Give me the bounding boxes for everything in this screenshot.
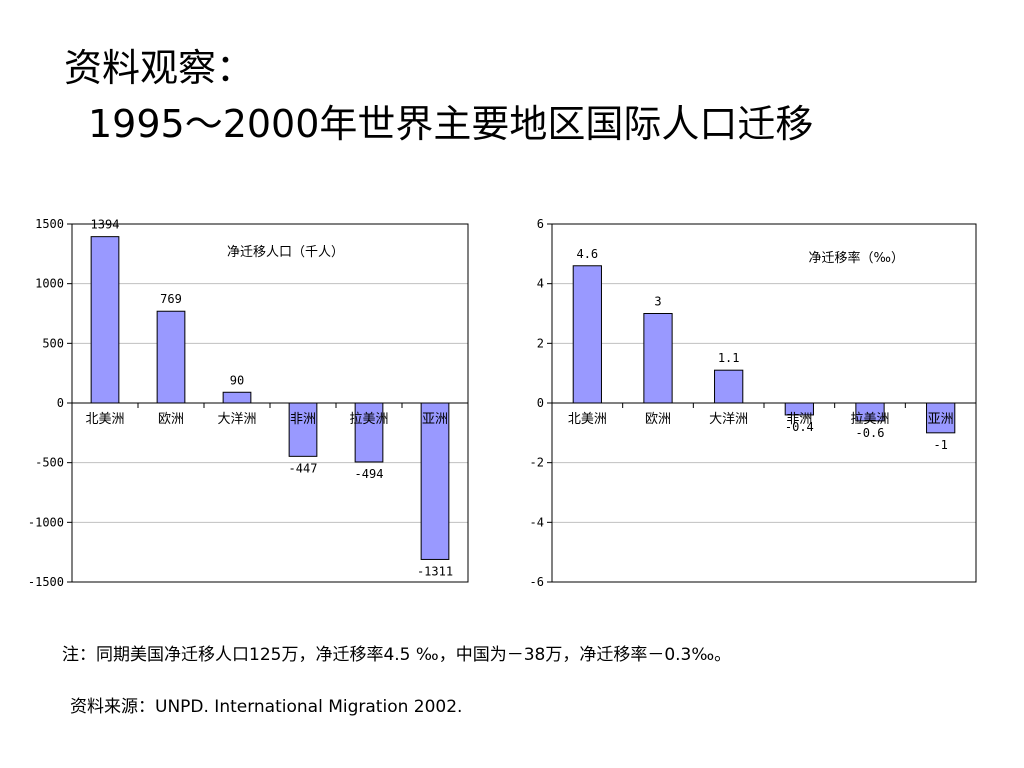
- series-label: 净迁移人口（千人）: [227, 245, 344, 260]
- y-tick-label: 1000: [35, 277, 64, 291]
- chart-net-migration-population: 1500 1000 500 0 -500 -1000 -1500 北美洲 欧洲 大洋洲 非洲 拉美洲 亚…: [16, 206, 480, 598]
- y-tick-label: -2: [530, 456, 544, 470]
- x-category-label: 大洋洲: [217, 412, 256, 427]
- data-label: 3: [654, 295, 661, 309]
- bar-北美洲: [572, 265, 602, 404]
- bar-欧洲: [643, 313, 673, 404]
- data-label: 90: [230, 373, 244, 387]
- y-tick-label: 0: [537, 396, 544, 410]
- series-label: 净迁移率（‰）: [809, 250, 904, 266]
- bar-北美洲: [90, 236, 120, 404]
- x-category-label: 北美洲: [85, 412, 124, 427]
- x-category-label: 拉美洲: [850, 412, 889, 427]
- y-tick-label: -500: [35, 456, 64, 470]
- chart-net-migration-rate-svg: 6 4 2 0 -2 -4 -6 北美洲 欧洲 大洋洲 非洲 拉美洲 亚洲 4.6 3 1.1 -0.4 -0.6…: [530, 217, 977, 589]
- bar-拉美洲: [354, 402, 384, 463]
- data-label: 1.1: [718, 351, 740, 365]
- bar-非洲: [288, 402, 318, 457]
- page-title-line2: 1995～2000年世界主要地区国际人口迁移: [88, 102, 814, 146]
- y-tick-label: -4: [530, 515, 544, 529]
- y-tick-label: -1000: [28, 515, 64, 529]
- bar-亚洲: [420, 402, 450, 560]
- y-tick-label: 4: [537, 277, 544, 291]
- x-category-label: 非洲: [786, 412, 812, 427]
- y-tick-label: 6: [537, 217, 544, 231]
- bar-大洋洲: [714, 369, 744, 404]
- y-tick-label: -1500: [28, 575, 64, 589]
- y-tick-label: -6: [530, 575, 544, 589]
- data-label: -0.6: [856, 426, 885, 440]
- page-title-line1: 资料观察：: [64, 46, 255, 90]
- data-label: 1394: [91, 218, 120, 232]
- chart-net-migration-rate: 6 4 2 0 -2 -4 -6 北美洲 欧洲 大洋洲 非洲 拉美洲 亚洲 4.6 3 1.1 -0.4 -0.6…: [500, 206, 990, 598]
- data-label: -0.4: [785, 420, 814, 434]
- x-category-label: 亚洲: [928, 412, 954, 427]
- bar-亚洲: [926, 402, 956, 434]
- chart-net-migration-population-svg: 1500 1000 500 0 -500 -1000 -1500 北美洲 欧洲 大洋洲 非洲 拉美洲 亚…: [28, 217, 469, 589]
- y-tick-label: 2: [537, 336, 544, 350]
- x-category-label: 北美洲: [568, 412, 607, 427]
- data-label: -494: [355, 467, 384, 481]
- y-tick-label: 500: [42, 336, 64, 350]
- x-category-label: 非洲: [290, 412, 316, 427]
- data-label: -1: [933, 438, 947, 452]
- y-tick-label: 0: [57, 396, 64, 410]
- x-category-label: 欧洲: [158, 412, 184, 427]
- x-category-label: 亚洲: [422, 412, 448, 427]
- y-tick-label: 1500: [35, 217, 64, 231]
- data-label: 4.6: [576, 247, 598, 261]
- x-category-label: 拉美洲: [349, 412, 388, 427]
- footnote: 注：同期美国净迁移人口125万，净迁移率4.5 ‰，中国为－38万，净迁移率－0…: [62, 645, 732, 665]
- bar-大洋洲: [222, 391, 252, 404]
- data-label: -1311: [417, 564, 453, 578]
- data-label: 769: [160, 292, 182, 306]
- x-category-label: 大洋洲: [709, 412, 748, 427]
- x-category-label: 欧洲: [645, 412, 671, 427]
- bar-欧洲: [156, 310, 186, 404]
- source-citation: 资料来源：UNPD. International Migration 2002.: [70, 697, 463, 717]
- data-label: -447: [289, 461, 318, 475]
